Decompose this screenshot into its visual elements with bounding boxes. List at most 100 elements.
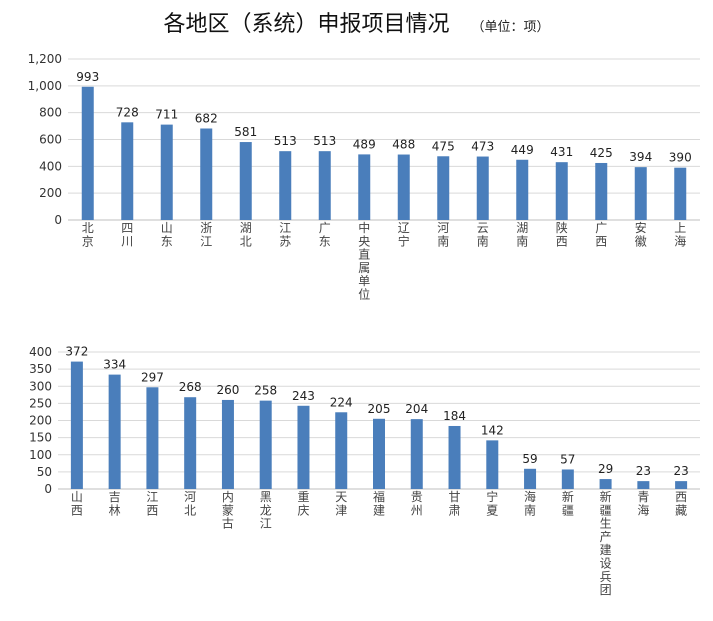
data-label: 711: [155, 108, 178, 122]
x-tick-label: 内蒙古: [222, 490, 234, 531]
data-label: 258: [254, 384, 277, 398]
y-tick-label: 50: [37, 465, 52, 479]
data-label: 394: [629, 150, 652, 164]
bar: [146, 387, 159, 489]
bar: [358, 154, 371, 220]
bar: [239, 142, 252, 220]
bar: [561, 469, 574, 489]
y-tick-label: 1,200: [28, 52, 62, 66]
data-label: 372: [65, 345, 88, 359]
x-tick-label: 辽宁: [398, 221, 410, 248]
data-label: 513: [313, 134, 336, 148]
x-tick-label: 江西: [146, 490, 158, 517]
chart-title: 各地区（系统）申报项目情况 （单位：项）: [0, 6, 713, 38]
x-tick-label: 山西: [71, 490, 83, 517]
x-tick-label: 宁夏: [486, 489, 498, 517]
data-label: 23: [673, 464, 688, 478]
bar: [259, 400, 272, 489]
bar: [634, 167, 647, 220]
y-tick-label: 1,000: [28, 79, 62, 93]
x-tick-label: 山东: [161, 221, 173, 248]
x-tick-label: 贵州: [411, 490, 423, 517]
bar: [448, 425, 461, 489]
x-tick-label: 福建: [373, 489, 385, 517]
data-label: 489: [353, 137, 376, 151]
x-tick-label: 河北: [184, 490, 196, 517]
bar: [410, 419, 423, 489]
bar: [335, 412, 348, 489]
y-tick-label: 350: [29, 362, 52, 376]
y-tick-label: 150: [29, 431, 52, 445]
x-tick-label: 西藏: [675, 490, 687, 517]
x-tick-label: 北京: [82, 221, 94, 248]
x-tick-label: 河南: [437, 221, 449, 248]
y-tick-label: 100: [29, 448, 52, 462]
data-label: 184: [443, 409, 466, 423]
x-tick-label: 广东: [319, 221, 331, 248]
data-label: 728: [116, 105, 139, 119]
bar: [279, 151, 292, 220]
y-tick-label: 400: [29, 345, 52, 359]
data-label: 204: [405, 402, 428, 416]
x-tick-label: 吉林: [109, 490, 121, 517]
x-tick-label: 云南: [477, 221, 489, 248]
bar: [516, 159, 529, 220]
bar: [160, 124, 173, 220]
bar: [121, 122, 134, 220]
data-label: 268: [179, 380, 202, 394]
x-tick-label: 上海: [674, 221, 686, 248]
data-label: 993: [76, 70, 99, 84]
bar: [318, 151, 331, 220]
y-tick-label: 600: [39, 133, 62, 147]
bar: [674, 167, 687, 220]
data-label: 205: [368, 402, 391, 416]
data-label: 142: [481, 423, 504, 437]
data-label: 513: [274, 134, 297, 148]
y-tick-label: 0: [54, 213, 62, 227]
x-tick-label: 中央直属单位: [358, 220, 370, 302]
data-label: 243: [292, 389, 315, 403]
y-tick-label: 200: [29, 414, 52, 428]
bar: [70, 361, 83, 489]
data-label: 581: [234, 125, 257, 139]
x-tick-label: 新疆生产建设兵团: [600, 489, 612, 597]
bar: [675, 481, 688, 489]
x-tick-label: 甘肃: [449, 490, 461, 517]
bar: [221, 399, 234, 489]
title-text: 各地区（系统）申报项目情况: [163, 12, 450, 37]
x-tick-label: 湖北: [240, 220, 252, 248]
bar: [476, 156, 489, 220]
x-tick-label: 四川: [121, 221, 133, 248]
bar: [437, 156, 450, 220]
data-label: 334: [103, 358, 126, 372]
x-tick-label: 天津: [335, 490, 347, 517]
y-tick-label: 0: [44, 482, 52, 496]
data-label: 475: [432, 139, 455, 153]
data-label: 29: [598, 462, 613, 476]
bar: [184, 397, 197, 489]
data-label: 390: [669, 151, 692, 165]
x-tick-label: 陕西: [556, 220, 568, 248]
bar: [81, 86, 94, 221]
x-tick-label: 重庆: [297, 490, 309, 517]
data-label: 488: [392, 138, 415, 152]
bar: [555, 162, 568, 220]
data-label: 57: [560, 452, 575, 466]
bar: [108, 374, 121, 489]
x-tick-label: 江苏: [279, 221, 291, 248]
data-label: 23: [636, 464, 651, 478]
data-label: 425: [590, 146, 613, 160]
x-tick-label: 湖南: [516, 220, 528, 248]
data-label: 473: [471, 140, 494, 154]
y-tick-label: 800: [39, 106, 62, 120]
bar: [373, 418, 385, 489]
y-tick-label: 200: [39, 186, 62, 200]
x-tick-label: 安徽: [635, 220, 647, 248]
data-label: 224: [330, 395, 353, 409]
data-label: 682: [195, 111, 218, 125]
x-tick-label: 青海: [637, 490, 649, 517]
x-tick-label: 广西: [595, 221, 607, 248]
bar: [599, 479, 612, 489]
